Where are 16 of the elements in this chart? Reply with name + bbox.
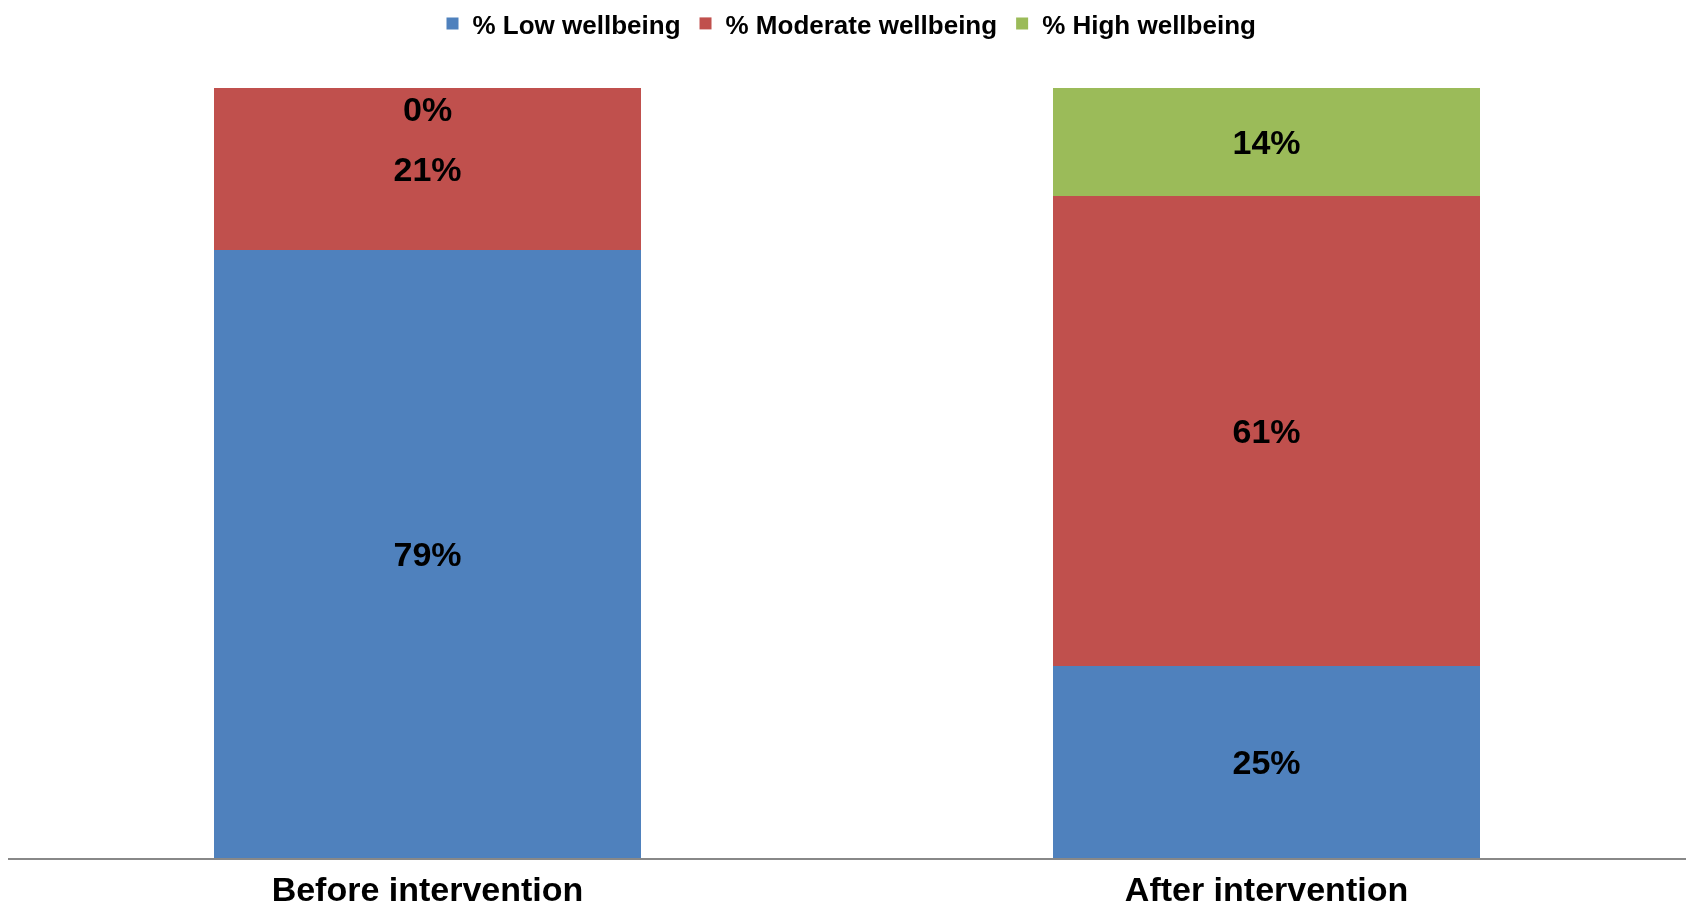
bar bbox=[213, 88, 642, 250]
bar bbox=[213, 249, 642, 858]
bar bbox=[1052, 88, 1481, 196]
bar bbox=[1052, 665, 1481, 858]
bar bbox=[1052, 195, 1481, 666]
legend-label: % High wellbeing bbox=[1042, 9, 1256, 40]
legend-label: % Moderate wellbeing bbox=[725, 9, 998, 40]
data-label: 14% bbox=[1232, 122, 1301, 161]
data-label: 61% bbox=[1232, 411, 1301, 450]
data-label: 25% bbox=[1232, 742, 1301, 781]
data-label: 21% bbox=[393, 149, 462, 188]
data-label: 79% bbox=[393, 534, 462, 573]
data-label: 0% bbox=[403, 90, 453, 128]
legend-label: % Low wellbeing bbox=[472, 9, 681, 40]
x-tick-label: Before intervention bbox=[271, 869, 584, 908]
x-tick-label: After intervention bbox=[1124, 869, 1409, 908]
